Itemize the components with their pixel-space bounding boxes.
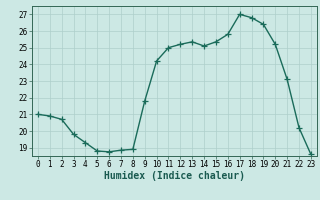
X-axis label: Humidex (Indice chaleur): Humidex (Indice chaleur) <box>104 171 245 181</box>
